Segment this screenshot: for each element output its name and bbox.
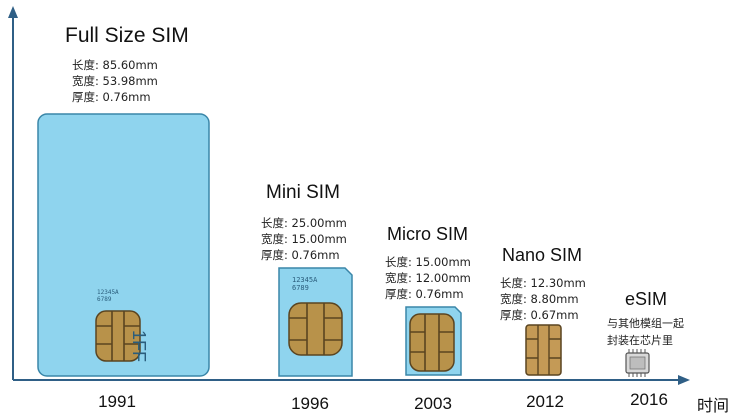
year-2012: 2012 [526,392,564,411]
full-size-sim-chip [95,310,141,362]
nano-sim-title: Nano SIM [502,245,583,265]
full-size-sim-print: 12345A 6789 [97,289,119,303]
print-sub: 6789 [97,296,112,303]
mini-sim-chip [288,302,343,356]
print-number: 12345A [97,289,119,296]
nano-sim-card [525,324,562,376]
esim-note: 与其他模组一起 封装在芯片里 [607,315,684,349]
mini-sim-specs: 长度: 25.00mm 宽度: 15.00mm 厚度: 0.76mm [261,215,347,263]
year-1991: 1991 [98,392,136,411]
full-size-sim-title: Full Size SIM [65,24,189,47]
print-number: 12345A [292,276,318,284]
esim-title: eSIM [625,289,668,309]
year-2016: 2016 [630,390,668,409]
spec-length: 长度: 12.30mm [500,276,586,290]
micro-sim-specs: 长度: 15.00mm 宽度: 12.00mm 厚度: 0.76mm [385,254,471,302]
year-2003: 2003 [414,394,452,413]
full-size-sim-card [37,113,210,377]
spec-length: 长度: 85.60mm [72,58,158,72]
spec-length: 长度: 25.00mm [261,216,347,230]
spec-width: 宽度: 12.00mm [385,271,471,285]
spec-thickness: 厚度: 0.76mm [385,287,464,301]
spec-width: 宽度: 8.80mm [500,292,579,306]
spec-length: 长度: 15.00mm [385,255,471,269]
spec-width: 宽度: 15.00mm [261,232,347,246]
full-size-sim-specs: 长度: 85.60mm 宽度: 53.98mm 厚度: 0.76mm [72,57,158,105]
y-axis-arrow [8,6,18,18]
spec-thickness: 厚度: 0.76mm [72,90,151,104]
x-axis-arrow [678,375,690,385]
nano-sim-specs: 长度: 12.30mm 宽度: 8.80mm 厚度: 0.67mm [500,275,586,323]
x-axis-label: 时间 [697,396,730,415]
form-factor-label: 1FF [129,330,149,363]
esim-note-line-2: 封装在芯片里 [607,334,673,347]
mini-sim-title: Mini SIM [266,182,340,203]
micro-sim-title: Micro SIM [387,224,468,244]
spec-thickness: 厚度: 0.67mm [500,308,579,322]
mini-sim-print: 12345A 6789 [292,276,317,292]
micro-sim-chip [409,313,455,372]
esim-chip [625,349,650,377]
print-sub: 6789 [292,284,309,292]
spec-width: 宽度: 53.98mm [72,74,158,88]
esim-note-line-1: 与其他模组一起 [607,317,684,330]
spec-thickness: 厚度: 0.76mm [261,248,340,262]
year-1996: 1996 [291,394,329,413]
